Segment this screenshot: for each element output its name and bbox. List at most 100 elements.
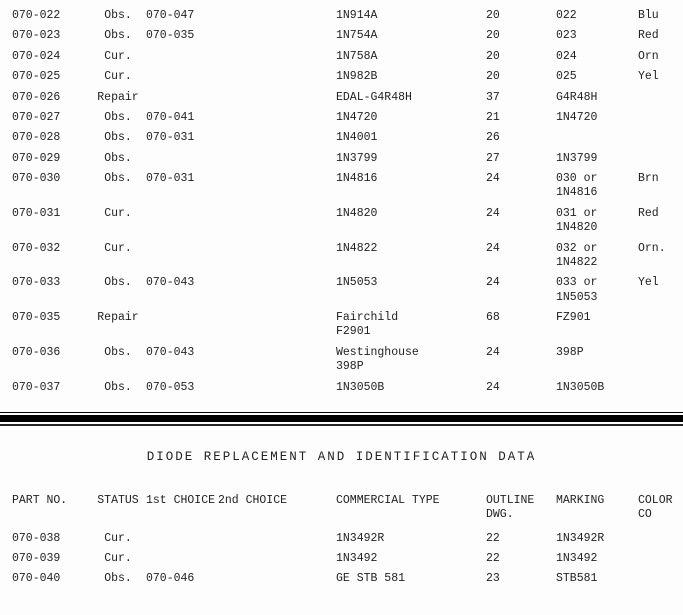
cell-commercial-type: 1N5053 — [336, 273, 486, 308]
table-row: 070-023Obs.070-0351N754A20023Red — [0, 26, 683, 46]
diode-table-upper: 070-022Obs.070-0471N914A20022Blu070-023O… — [0, 6, 683, 398]
cell-commercial-type: Westinghouse 398P — [336, 343, 486, 378]
cell-marking: 1N3492 — [556, 549, 638, 569]
table-row: 070-026RepairEDAL-G4R48H37G4R48H — [0, 88, 683, 108]
cell-part: 070-024 — [0, 47, 90, 67]
col-mark: MARKING — [556, 478, 638, 529]
cell-part: 070-025 — [0, 67, 90, 87]
cell-marking: 033 or 1N5053 — [556, 273, 638, 308]
table-row: 070-022Obs.070-0471N914A20022Blu — [0, 6, 683, 26]
cell-part: 070-023 — [0, 26, 90, 46]
cell-outline-dwg: 24 — [486, 378, 556, 398]
page-break-scan-artifact — [0, 412, 683, 426]
cell-outline-dwg: 20 — [486, 47, 556, 67]
table-row: 070-040Obs.070-046GE STB 58123STB581 — [0, 569, 683, 589]
cell-color-code — [638, 88, 683, 108]
cell-2nd-choice — [218, 239, 336, 274]
cell-color-code: Yel — [638, 273, 683, 308]
cell-part: 070-029 — [0, 149, 90, 169]
cell-part: 070-032 — [0, 239, 90, 274]
cell-status: Cur. — [90, 549, 146, 569]
cell-commercial-type: 1N4720 — [336, 108, 486, 128]
table-row: 070-030Obs.070-0311N481624030 or 1N4816B… — [0, 169, 683, 204]
cell-status: Obs. — [90, 128, 146, 148]
cell-color-code: Red — [638, 204, 683, 239]
cell-commercial-type: EDAL-G4R48H — [336, 88, 486, 108]
cell-status: Obs. — [90, 6, 146, 26]
table-header-row: PART NO. STATUS 1st CHOICE 2nd CHOICE CO… — [0, 478, 683, 529]
cell-2nd-choice — [218, 529, 336, 549]
cell-2nd-choice — [218, 569, 336, 589]
cell-part: 070-036 — [0, 343, 90, 378]
cell-marking — [556, 128, 638, 148]
cell-2nd-choice — [218, 88, 336, 108]
cell-commercial-type: 1N3492 — [336, 549, 486, 569]
cell-status: Cur. — [90, 239, 146, 274]
cell-marking: FZ901 — [556, 308, 638, 343]
cell-outline-dwg: 27 — [486, 149, 556, 169]
cell-2nd-choice — [218, 128, 336, 148]
cell-commercial-type: 1N3050B — [336, 378, 486, 398]
table-row: 070-029Obs.1N3799271N3799 — [0, 149, 683, 169]
cell-2nd-choice — [218, 67, 336, 87]
cell-color-code — [638, 149, 683, 169]
cell-2nd-choice — [218, 273, 336, 308]
cell-outline-dwg: 22 — [486, 549, 556, 569]
cell-outline-dwg: 26 — [486, 128, 556, 148]
cell-marking: 1N4720 — [556, 108, 638, 128]
table-row: 070-027Obs.070-0411N4720211N4720 — [0, 108, 683, 128]
cell-marking: G4R48H — [556, 88, 638, 108]
cell-commercial-type: 1N754A — [336, 26, 486, 46]
table-row: 070-038Cur.1N3492R221N3492R — [0, 529, 683, 549]
cell-status: Cur. — [90, 529, 146, 549]
cell-marking: 032 or 1N4822 — [556, 239, 638, 274]
cell-part: 070-031 — [0, 204, 90, 239]
cell-1st-choice: 070-031 — [146, 169, 218, 204]
cell-outline-dwg: 20 — [486, 67, 556, 87]
cell-marking: STB581 — [556, 569, 638, 589]
cell-part: 070-035 — [0, 308, 90, 343]
cell-color-code — [638, 128, 683, 148]
cell-marking: 022 — [556, 6, 638, 26]
cell-1st-choice — [146, 204, 218, 239]
cell-color-code — [638, 569, 683, 589]
cell-1st-choice — [146, 549, 218, 569]
cell-outline-dwg: 24 — [486, 343, 556, 378]
cell-commercial-type: 1N4816 — [336, 169, 486, 204]
cell-1st-choice — [146, 239, 218, 274]
cell-1st-choice: 070-047 — [146, 6, 218, 26]
cell-1st-choice: 070-043 — [146, 343, 218, 378]
cell-color-code — [638, 378, 683, 398]
table-row: 070-028Obs.070-0311N400126 — [0, 128, 683, 148]
cell-status: Obs. — [90, 569, 146, 589]
cell-2nd-choice — [218, 549, 336, 569]
cell-2nd-choice — [218, 26, 336, 46]
cell-1st-choice: 070-031 — [146, 128, 218, 148]
table-row: 070-037Obs.070-0531N3050B241N3050B — [0, 378, 683, 398]
table-row: 070-039Cur. 1N3492221N3492 — [0, 549, 683, 569]
cell-2nd-choice — [218, 343, 336, 378]
cell-1st-choice — [146, 308, 218, 343]
cell-part: 070-039 — [0, 549, 90, 569]
cell-2nd-choice — [218, 149, 336, 169]
cell-commercial-type: 1N3492R — [336, 529, 486, 549]
table-row: 070-024Cur.1N758A20024Orn — [0, 47, 683, 67]
cell-1st-choice — [146, 529, 218, 549]
table-row: 070-031Cur.1N482024031 or 1N4820Red — [0, 204, 683, 239]
col-1st: 1st CHOICE — [146, 478, 218, 529]
cell-part: 070-033 — [0, 273, 90, 308]
cell-2nd-choice — [218, 378, 336, 398]
cell-2nd-choice — [218, 108, 336, 128]
col-color: COLOR CO — [638, 478, 683, 529]
cell-1st-choice — [146, 67, 218, 87]
cell-color-code — [638, 308, 683, 343]
cell-1st-choice: 070-035 — [146, 26, 218, 46]
cell-outline-dwg: 24 — [486, 204, 556, 239]
cell-color-code — [638, 529, 683, 549]
section-title: DIODE REPLACEMENT AND IDENTIFICATION DAT… — [0, 430, 683, 478]
cell-color-code — [638, 108, 683, 128]
cell-1st-choice — [146, 47, 218, 67]
table-row: 070-035RepairFairchild F290168FZ901 — [0, 308, 683, 343]
cell-commercial-type: 1N4822 — [336, 239, 486, 274]
cell-commercial-type: 1N3799 — [336, 149, 486, 169]
